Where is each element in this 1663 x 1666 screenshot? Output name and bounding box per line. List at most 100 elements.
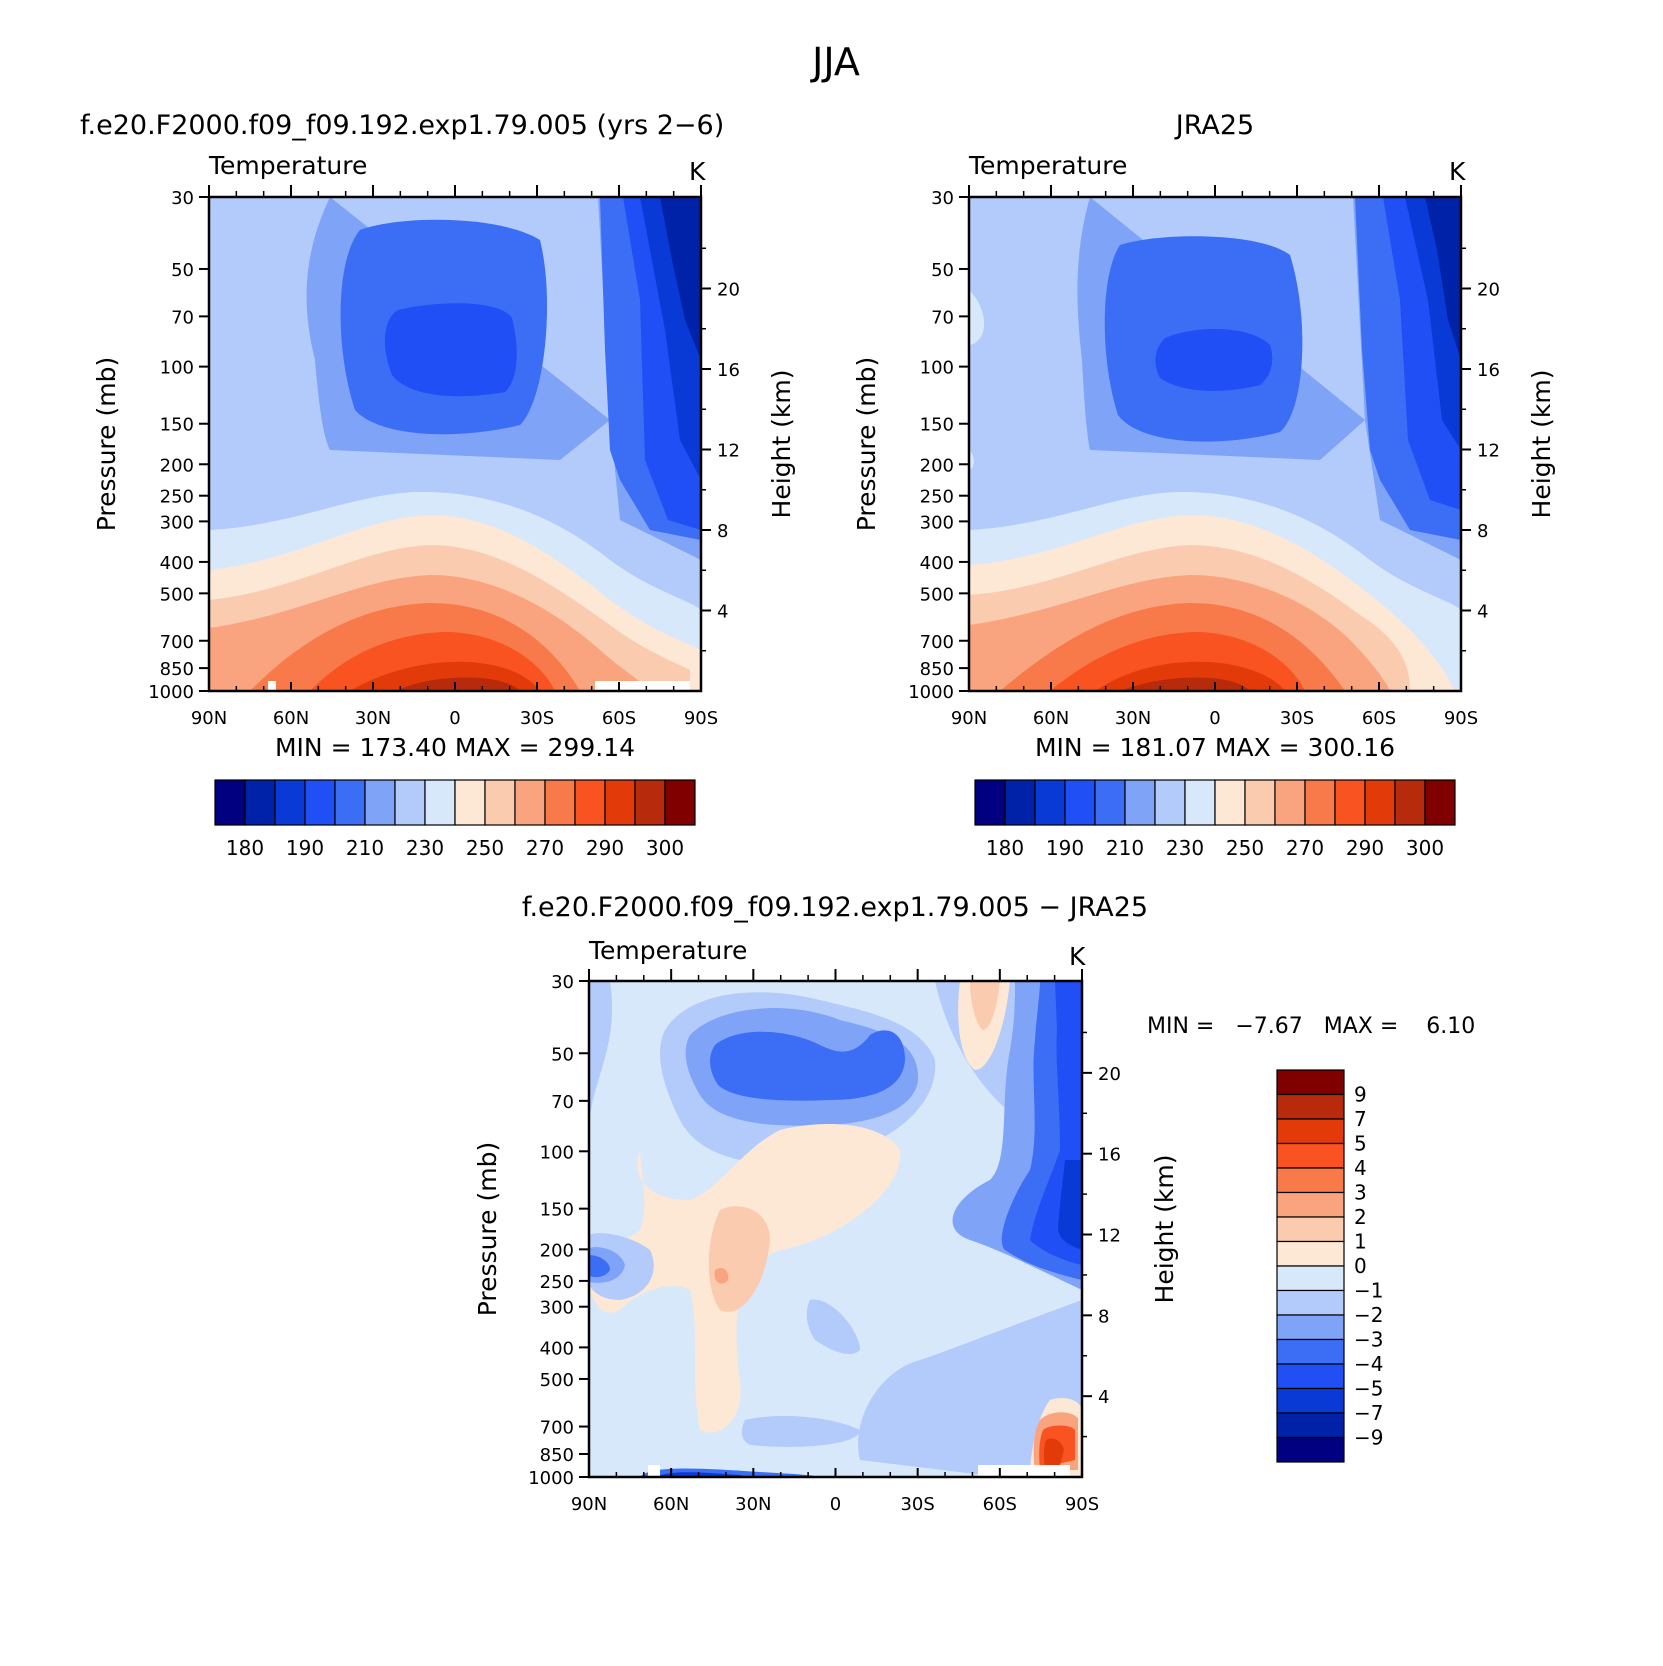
y-tick-label: 50 (551, 1044, 574, 1065)
y-tick-label: 500 (160, 584, 194, 605)
colorbar-swatch (1276, 1314, 1345, 1341)
colorbar-swatch (1004, 779, 1036, 826)
colorbar-swatch (1276, 1412, 1345, 1439)
y-tick-label: 400 (160, 553, 194, 574)
y-tick-label: 30 (931, 188, 954, 209)
panel-obs: JRA25 Temperature K Pressure (mb) Height (852, 110, 1556, 860)
y-tick-label: 150 (920, 415, 954, 436)
y-tick-label: 700 (540, 1418, 574, 1439)
colorbar-swatch (1214, 779, 1246, 826)
colorbar-label: −2 (1354, 1303, 1383, 1327)
y-axis-label: Pressure (mb) (473, 1142, 502, 1316)
panel-model: f.e20.F2000.f09_f09.192.exp1.79.005 (yrs… (80, 110, 796, 860)
figure-title: JJA (810, 40, 860, 84)
colorbar-label: 9 (1354, 1083, 1367, 1107)
y2-tick-label: 4 (717, 601, 728, 622)
y-tick-label: 70 (171, 307, 194, 328)
contour-field (969, 197, 1461, 691)
missing-data (268, 681, 276, 691)
colorbar-swatch (1276, 1289, 1345, 1316)
y2-tick-label: 12 (1098, 1226, 1121, 1247)
contour-fill (969, 290, 985, 345)
colorbar-swatch (514, 779, 546, 826)
colorbar-label: 270 (526, 836, 564, 860)
y2-tick-label: 4 (1477, 601, 1488, 622)
units-label: K (1449, 157, 1466, 186)
y2-tick-label: 20 (717, 279, 740, 300)
y-tick-label: 500 (540, 1370, 574, 1391)
colorbar-label: 180 (226, 836, 264, 860)
colorbar-label: 230 (406, 836, 444, 860)
colorbar-label: −5 (1354, 1377, 1383, 1401)
y-tick-label: 50 (171, 260, 194, 281)
x-tick-label: 60N (653, 1494, 689, 1515)
x-tick-label: 60S (602, 708, 636, 729)
colorbar-label: 210 (1106, 836, 1144, 860)
x-tick-label: 90S (684, 708, 718, 729)
colorbar-swatch (664, 779, 696, 826)
y-tick-label: 300 (160, 512, 194, 533)
colorbar-label: −7 (1354, 1401, 1383, 1425)
colorbar-swatch (484, 779, 516, 826)
panel-title: f.e20.F2000.f09_f09.192.exp1.79.005 − JR… (522, 892, 1148, 923)
x-tick-label: 60N (273, 708, 309, 729)
x-tick-label: 90S (1444, 708, 1478, 729)
colorbar-label: 300 (646, 836, 684, 860)
colorbar: 180 190 210 230 250 270 290 300 (214, 779, 696, 860)
missing-data (648, 1465, 660, 1477)
colorbar-swatch (1276, 1387, 1345, 1414)
y-tick-label: 1000 (148, 682, 194, 703)
y-tick-label: 300 (540, 1298, 574, 1319)
colorbar-swatch (1184, 779, 1216, 826)
y-tick-label: 70 (551, 1092, 574, 1113)
min-max-stats: MIN = −7.67 MAX = 6.10 (1147, 1014, 1475, 1039)
colorbar-label: 2 (1354, 1205, 1367, 1229)
x-tick-label: 60N (1033, 708, 1069, 729)
y2-tick-label: 16 (1098, 1145, 1121, 1166)
panel-title: f.e20.F2000.f09_f09.192.exp1.79.005 (yrs… (80, 110, 724, 141)
y-tick-label: 700 (920, 632, 954, 653)
colorbar-swatch (604, 779, 636, 826)
colorbar-swatch (244, 779, 276, 826)
colorbar-swatch (334, 779, 366, 826)
min-max-stats: MIN = 173.40 MAX = 299.14 (275, 733, 635, 762)
colorbar-label: 290 (586, 836, 624, 860)
axis-ticks: 90N 60N 30N 0 30S 60S 90S 30 50 70 100 150 200 250 300… (528, 969, 1121, 1515)
contour-fill (589, 1255, 610, 1278)
y-tick-label: 100 (160, 358, 194, 379)
y2-tick-label: 8 (1477, 521, 1488, 542)
colorbar-swatch (1034, 779, 1066, 826)
y2-tick-label: 16 (1477, 360, 1500, 381)
x-tick-label: 60S (1362, 708, 1396, 729)
y-tick-label: 30 (171, 188, 194, 209)
x-tick-label: 90N (191, 708, 227, 729)
colorbar: 180 190 210 230 250 270 290 300 (974, 779, 1456, 860)
colorbar-swatch (1064, 779, 1096, 826)
contour-field (209, 197, 701, 691)
x-tick-label: 30S (900, 1494, 934, 1515)
contour-fill (710, 1030, 905, 1101)
contour-fill (384, 303, 517, 397)
colorbar-swatch (364, 779, 396, 826)
y2-tick-label: 12 (1477, 440, 1500, 461)
colorbar-swatch (1124, 779, 1156, 826)
colorbar-swatch (1394, 779, 1426, 826)
missing-data (595, 681, 690, 691)
colorbar-swatch (1276, 1265, 1345, 1292)
y-tick-label: 1000 (908, 682, 954, 703)
contour-fill (1425, 197, 1461, 360)
colorbar-swatch (1094, 779, 1126, 826)
missing-data (978, 1465, 1070, 1477)
y-tick-label: 250 (920, 487, 954, 508)
contour-fill (1058, 1160, 1082, 1250)
colorbar-swatch (1424, 779, 1456, 826)
contour-fill (806, 1299, 860, 1355)
colorbar-swatch (544, 779, 576, 826)
y-tick-label: 250 (540, 1272, 574, 1293)
x-tick-label: 90N (951, 708, 987, 729)
colorbar-swatch (1364, 779, 1396, 826)
colorbar-swatch (274, 779, 306, 826)
contour-fill (660, 197, 701, 360)
x-tick-label: 30S (1280, 708, 1314, 729)
